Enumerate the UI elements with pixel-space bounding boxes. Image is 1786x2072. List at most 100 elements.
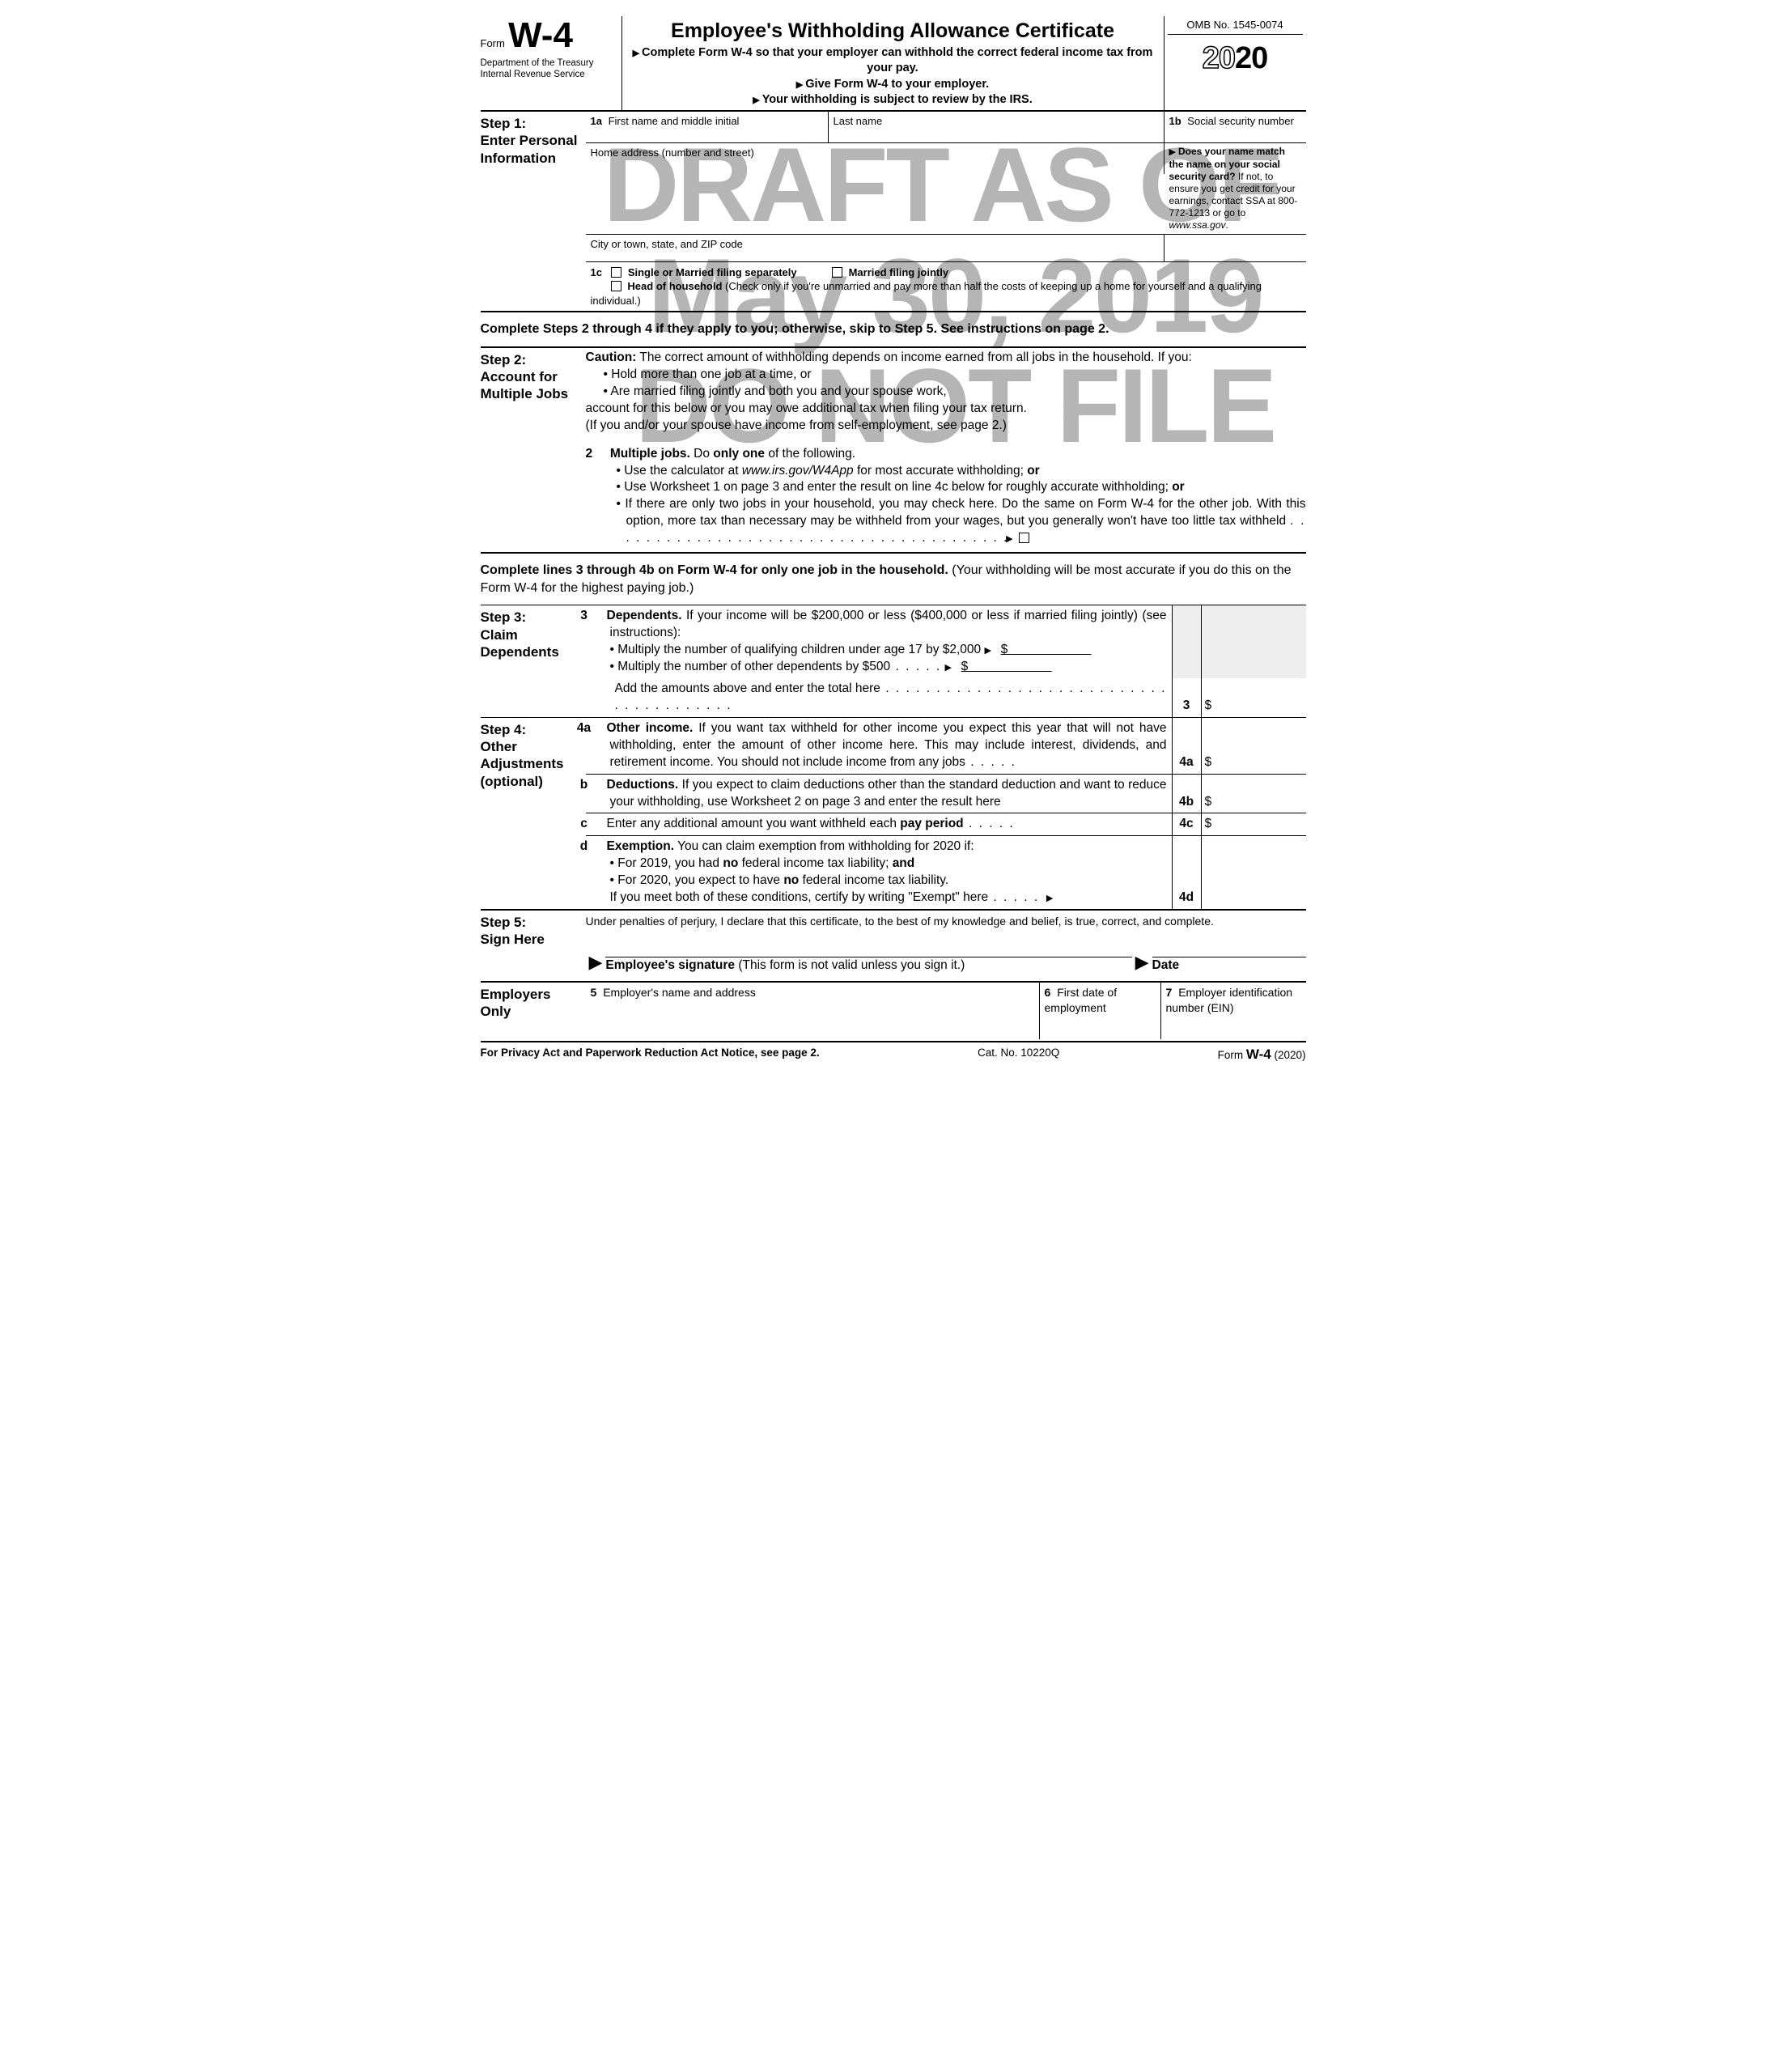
page-footer: For Privacy Act and Paperwork Reduction … — [481, 1041, 1306, 1064]
field-7-label: Employer identification number (EIN) — [1166, 986, 1293, 1014]
checkbox-two-jobs[interactable] — [1019, 533, 1029, 543]
footer-r3: (2020) — [1271, 1049, 1306, 1061]
box-3: 3 — [1172, 678, 1201, 717]
employers-row: Employers Only 5 Employer's name and add… — [481, 983, 1306, 1039]
d2b: no — [783, 873, 799, 887]
field-address-label: Home address (number and street) — [586, 143, 1165, 174]
dollar-4a: $ — [1205, 754, 1212, 771]
multiple-jobs-label: Multiple jobs. — [610, 447, 690, 461]
step3-num: 3 — [586, 608, 607, 625]
step4c-num: c — [586, 816, 607, 833]
step1-title: Enter Personal Information — [481, 132, 581, 167]
form-title: Employee's Withholding Allowance Certifi… — [629, 18, 1157, 45]
only-one: only one — [713, 447, 765, 461]
field-6-label: First date of employment — [1045, 986, 1118, 1014]
signature-label: Employee's signature — [605, 958, 735, 972]
step2-label: Step 2: — [481, 351, 581, 368]
step5-row: Step 5: Sign Here Under penalties of per… — [481, 911, 1306, 983]
step5-title: Sign Here — [481, 931, 581, 948]
box-4b: 4b — [1172, 775, 1201, 813]
omb-number: OMB No. 1545-0074 — [1168, 18, 1303, 35]
date-arrow-icon: ▶ — [1132, 950, 1152, 974]
form-word: Form — [481, 37, 505, 49]
step2-num2: 2 — [586, 446, 607, 463]
field-5-label: Employer's name and address — [603, 986, 756, 999]
mj-opt1c: for most accurate withholding; — [854, 464, 1028, 478]
step2-row: Step 2: Account for Multiple Jobs Cautio… — [481, 348, 1306, 554]
step2-bullet2: Are married filing jointly and both you … — [610, 384, 946, 398]
mj-text2: of the following. — [765, 447, 855, 461]
caution-label: Caution: — [586, 350, 637, 364]
sig-arrow-icon: ▶ — [586, 950, 606, 974]
opt-hoh: Head of household — [627, 280, 722, 292]
step3-title: Claim Dependents — [481, 626, 581, 661]
form-header: Form W-4 Department of the Treasury Inte… — [481, 16, 1306, 112]
footer-r1: Form — [1218, 1049, 1246, 1061]
step1-label: Step 1: — [481, 115, 581, 132]
step2-title: Account for Multiple Jobs — [481, 368, 581, 403]
subtitle-3: Your withholding is subject to review by… — [762, 93, 1033, 106]
instruction-3-4b: Complete lines 3 through 4b on Form W-4 … — [481, 563, 948, 577]
d2a: For 2020, you expect to have — [617, 873, 783, 887]
exemption-label: Exemption. — [607, 839, 675, 853]
step3-row: Step 3: Claim Dependents 3Dependents. If… — [481, 605, 1306, 718]
step3-line2: Multiply the number of other dependents … — [617, 660, 890, 673]
dependents-label: Dependents. — [607, 609, 682, 622]
checkbox-hoh[interactable] — [611, 281, 621, 291]
signature-note: (This form is not valid unless you sign … — [735, 958, 965, 972]
step2-bullet1: Hold more than one job at a time, or — [611, 367, 811, 381]
mj-opt2: Use Worksheet 1 on page 3 and enter the … — [624, 480, 1172, 494]
pay-period: pay period — [900, 817, 963, 830]
d1a: For 2019, you had — [617, 856, 723, 870]
year-outline: 20 — [1203, 41, 1235, 75]
dollar-3: $ — [1205, 698, 1212, 715]
deductions-label: Deductions. — [607, 778, 679, 792]
dollar-4c: $ — [1205, 816, 1212, 833]
field-7-num: 7 — [1166, 986, 1173, 999]
box-4a: 4a — [1172, 718, 1201, 774]
mj-opt1-url: www.irs.gov/W4App — [742, 464, 854, 478]
step3-label: Step 3: — [481, 609, 581, 626]
d1c: federal income tax liability; — [738, 856, 892, 870]
checkbox-married[interactable] — [832, 267, 842, 278]
other-income-label: Other income. — [607, 721, 694, 735]
checkbox-single[interactable] — [611, 267, 621, 278]
footer-left: For Privacy Act and Paperwork Reduction … — [481, 1046, 820, 1064]
instruction-2-4: Complete Steps 2 through 4 if they apply… — [481, 312, 1306, 348]
step3-line1: Multiply the number of qualifying childr… — [617, 643, 981, 656]
ssn-site: www.ssa.gov — [1169, 219, 1226, 231]
step1-row: Step 1: Enter Personal Information 1a Fi… — [481, 112, 1306, 312]
d2c: federal income tax liability. — [799, 873, 948, 887]
year-solid: 20 — [1235, 41, 1267, 75]
step4-row: Step 4: Other Adjustments (optional) 4a O… — [481, 718, 1306, 911]
step3-line3: Add the amounts above and enter the tota… — [615, 681, 880, 695]
subtitle-1: Complete Form W-4 so that your employer … — [642, 46, 1152, 75]
perjury-declaration: Under penalties of perjury, I declare th… — [586, 914, 1306, 929]
or1: or — [1027, 464, 1040, 478]
field-6-num: 6 — [1045, 986, 1051, 999]
subtitle-2: Give Form W-4 to your employer. — [805, 78, 989, 91]
exemption-text: You can claim exemption from withholding… — [674, 839, 974, 853]
field-1c-num: 1c — [591, 266, 602, 278]
step5-label: Step 5: — [481, 914, 581, 931]
form-code: W-4 — [508, 15, 573, 55]
field-lastname-label: Last name — [829, 112, 1165, 142]
footer-r2: W-4 — [1246, 1047, 1271, 1062]
d1b: no — [723, 856, 738, 870]
step4d-num: d — [586, 839, 607, 856]
opt-single: Single or Married filing separately — [628, 266, 797, 278]
caution-text: The correct amount of withholding depend… — [636, 350, 1191, 364]
mj-text1: Do — [690, 447, 713, 461]
field-5-num: 5 — [591, 986, 597, 999]
d3: If you meet both of these conditions, ce… — [610, 890, 989, 904]
box-4d: 4d — [1172, 836, 1201, 909]
field-city-label: City or town, state, and ZIP code — [586, 234, 1165, 261]
opt-married: Married filing jointly — [849, 266, 949, 278]
step4-title: Other Adjustments (optional) — [481, 738, 581, 790]
step2-paren: (If you and/or your spouse have income f… — [586, 418, 1306, 435]
dollar-4b: $ — [1205, 794, 1212, 811]
deductions-text: If you expect to claim deductions other … — [610, 778, 1167, 809]
step2-after: account for this below or you may owe ad… — [586, 401, 1306, 418]
step4b-num: b — [586, 777, 607, 794]
step4-label: Step 4: — [481, 721, 581, 738]
